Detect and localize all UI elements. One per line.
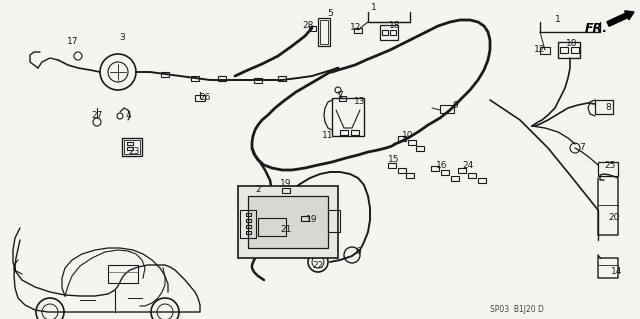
Text: 8: 8 <box>605 103 611 113</box>
Bar <box>431 166 439 170</box>
Bar <box>560 47 568 53</box>
Bar <box>254 78 262 83</box>
Text: 7: 7 <box>337 92 343 100</box>
Text: 3: 3 <box>119 33 125 42</box>
Text: 2: 2 <box>255 186 261 195</box>
Bar <box>127 146 133 150</box>
Text: 4: 4 <box>125 112 131 121</box>
Text: 16: 16 <box>436 160 448 169</box>
Bar <box>595 100 613 114</box>
Text: 17: 17 <box>67 38 79 47</box>
Text: 18: 18 <box>566 40 578 48</box>
Text: 21: 21 <box>280 226 292 234</box>
Bar <box>382 29 388 34</box>
Text: 27: 27 <box>92 112 102 121</box>
Text: 14: 14 <box>611 268 623 277</box>
Bar <box>598 162 618 176</box>
Bar <box>416 145 424 151</box>
Bar <box>478 177 486 182</box>
Bar <box>320 20 328 44</box>
Text: 7: 7 <box>579 144 585 152</box>
Bar <box>354 27 362 33</box>
Bar <box>240 210 256 238</box>
Text: 1: 1 <box>555 16 561 25</box>
Text: SP03  B1J20 D: SP03 B1J20 D <box>490 306 544 315</box>
Bar <box>301 216 309 220</box>
Bar <box>390 29 396 34</box>
Bar <box>458 167 466 173</box>
Text: 10: 10 <box>403 131 413 140</box>
Bar <box>339 95 346 100</box>
Text: 25: 25 <box>604 160 616 169</box>
Bar <box>258 218 286 236</box>
Text: 6: 6 <box>355 248 361 256</box>
Text: FR.: FR. <box>585 21 608 34</box>
Bar <box>571 47 579 53</box>
Text: 19: 19 <box>307 216 317 225</box>
Bar <box>441 169 449 174</box>
Bar <box>282 188 290 192</box>
Text: 12: 12 <box>350 24 362 33</box>
Bar <box>388 162 396 167</box>
Bar <box>318 18 330 46</box>
Bar <box>238 186 338 258</box>
Bar <box>246 212 250 216</box>
Text: 22: 22 <box>312 262 324 271</box>
Bar <box>398 136 406 140</box>
Bar <box>451 175 459 181</box>
Text: 5: 5 <box>327 10 333 19</box>
Bar <box>124 140 140 154</box>
Bar <box>161 71 169 77</box>
Bar <box>408 139 416 145</box>
Bar <box>248 196 328 248</box>
Bar <box>468 173 476 177</box>
Text: 1: 1 <box>371 4 377 12</box>
Bar <box>218 76 226 80</box>
Bar <box>440 105 454 113</box>
Text: 28: 28 <box>302 21 314 31</box>
Text: 19: 19 <box>280 180 292 189</box>
Bar <box>108 265 138 283</box>
Bar <box>351 130 359 135</box>
Bar <box>308 26 316 31</box>
Bar <box>380 25 398 40</box>
Bar <box>328 210 340 232</box>
Bar <box>246 225 250 227</box>
Text: 9: 9 <box>452 101 458 110</box>
Text: 23: 23 <box>128 147 140 157</box>
Bar <box>332 98 364 136</box>
Bar <box>195 95 205 101</box>
Text: 13: 13 <box>355 98 365 107</box>
Bar <box>540 47 550 54</box>
Text: 20: 20 <box>608 213 620 222</box>
Bar <box>406 173 414 177</box>
Bar <box>398 167 406 173</box>
Text: 15: 15 <box>388 155 400 165</box>
Bar <box>278 76 286 80</box>
Text: 18: 18 <box>389 21 401 31</box>
Bar <box>246 219 250 221</box>
Text: 12: 12 <box>534 46 546 55</box>
FancyArrow shape <box>607 11 634 26</box>
Text: 24: 24 <box>462 160 474 169</box>
Text: 26: 26 <box>199 93 211 102</box>
Bar <box>191 76 199 80</box>
Bar <box>127 142 133 145</box>
Bar <box>558 42 580 58</box>
Text: 11: 11 <box>323 131 333 140</box>
Bar <box>246 231 250 234</box>
Bar <box>122 138 142 156</box>
Bar <box>340 130 348 135</box>
